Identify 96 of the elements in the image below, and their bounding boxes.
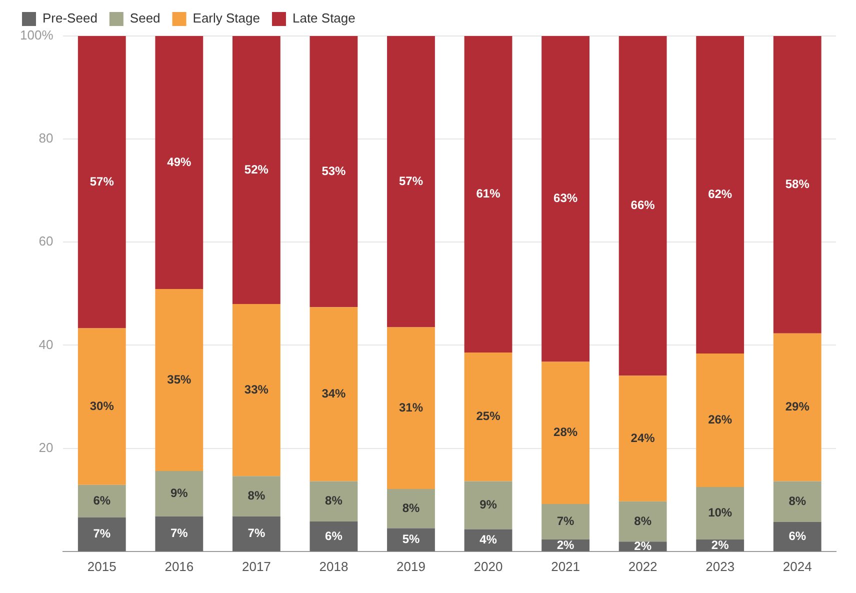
- data-label: 62%: [708, 187, 732, 202]
- data-label: 10%: [708, 506, 732, 520]
- x-tick-label: 2024: [782, 558, 812, 574]
- bar: [542, 36, 590, 362]
- bar: [387, 528, 435, 552]
- data-label: 8%: [248, 488, 266, 503]
- data-label: 8%: [788, 494, 806, 508]
- data-label: 25%: [476, 409, 501, 424]
- legend-label: Seed: [130, 10, 160, 26]
- bar: [155, 36, 204, 290]
- x-tick-label: 2019: [396, 558, 426, 574]
- bar: [542, 362, 590, 504]
- data-label: 7%: [556, 514, 575, 528]
- x-tick-label: 2020: [474, 558, 503, 574]
- data-label: 4%: [480, 532, 498, 547]
- data-label: 8%: [634, 514, 652, 528]
- bar: [310, 36, 358, 308]
- bar: [78, 517, 126, 552]
- data-label: 30%: [90, 398, 114, 413]
- data-label: 61%: [476, 186, 501, 201]
- data-label: 29%: [785, 400, 810, 414]
- data-label: 7%: [248, 526, 266, 540]
- y-tick-label: 100%: [20, 28, 54, 43]
- data-label: 9%: [480, 498, 498, 512]
- data-label: 2%: [634, 538, 652, 553]
- data-label: 24%: [630, 430, 656, 445]
- bar: [78, 36, 126, 328]
- bar: [310, 481, 358, 522]
- bar: [155, 289, 204, 471]
- y-tick-label: 80: [38, 130, 54, 146]
- y-tick-label: 40: [38, 336, 54, 352]
- data-label: 2%: [556, 538, 575, 552]
- data-label: 2%: [711, 538, 730, 552]
- data-label: 5%: [402, 532, 420, 546]
- bar: [387, 36, 435, 328]
- data-label: 53%: [322, 164, 346, 178]
- bar: [464, 36, 512, 352]
- bar: [464, 481, 512, 530]
- bar: [464, 352, 512, 482]
- bar: [387, 489, 435, 528]
- data-label: 26%: [708, 412, 732, 427]
- x-tick-label: 2023: [706, 558, 735, 574]
- y-tick-label: 60: [38, 234, 54, 249]
- bar: [618, 36, 667, 376]
- data-label: 7%: [93, 526, 111, 541]
- legend-label: Early Stage: [192, 10, 260, 26]
- data-label: 6%: [325, 528, 343, 543]
- bar: [232, 36, 280, 304]
- bar: [232, 516, 280, 552]
- data-label: 35%: [167, 372, 192, 386]
- x-tick-label: 2015: [87, 558, 116, 574]
- bar: [696, 353, 744, 487]
- bar: [387, 327, 435, 490]
- legend-label: Pre-Seed: [42, 10, 98, 26]
- bar: [618, 501, 667, 542]
- bar: [773, 481, 822, 522]
- data-label: 66%: [630, 198, 656, 212]
- bar: [155, 471, 204, 516]
- bar: [310, 522, 358, 552]
- data-label: 52%: [244, 162, 269, 176]
- data-label: 8%: [325, 494, 343, 508]
- data-label: 31%: [398, 400, 424, 414]
- bar: [696, 486, 744, 540]
- bar: [78, 484, 126, 518]
- bar: [618, 376, 667, 502]
- x-tick-label: 2021: [551, 558, 580, 574]
- data-label: 6%: [93, 493, 111, 508]
- bar: [232, 304, 280, 476]
- bar: [155, 516, 204, 552]
- data-label: 33%: [244, 382, 269, 396]
- x-tick-label: 2017: [242, 558, 271, 574]
- bar: [696, 36, 744, 354]
- data-label: 58%: [785, 177, 810, 192]
- legend-label: Late Stage: [292, 10, 356, 26]
- bar: [542, 504, 590, 540]
- data-label: 7%: [170, 526, 188, 540]
- bar: [773, 333, 822, 482]
- x-tick-label: 2016: [164, 558, 194, 574]
- data-label: 8%: [402, 500, 420, 515]
- x-tick-label: 2022: [628, 558, 658, 574]
- data-label: 28%: [554, 425, 578, 440]
- data-label: 57%: [90, 174, 114, 188]
- x-tick-label: 2018: [319, 558, 348, 574]
- bar: [464, 529, 512, 552]
- data-label: 9%: [170, 486, 188, 500]
- bar: [773, 522, 822, 552]
- bar: [232, 476, 280, 516]
- bar: [773, 36, 822, 334]
- data-label: 63%: [554, 191, 578, 206]
- bar: [78, 328, 126, 485]
- data-label: 57%: [398, 174, 424, 188]
- data-label: 6%: [788, 529, 806, 544]
- y-tick-label: 20: [38, 440, 54, 455]
- data-label: 34%: [322, 386, 346, 401]
- bar: [310, 307, 358, 482]
- data-label: 49%: [167, 154, 192, 169]
